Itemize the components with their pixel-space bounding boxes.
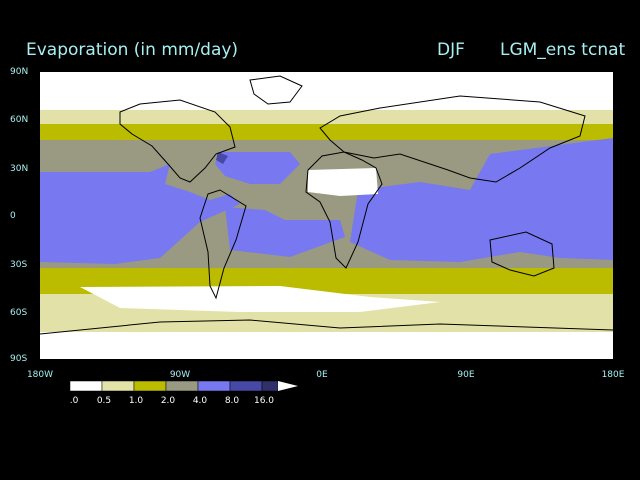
lat-label-60n: 60N — [10, 115, 29, 125]
cb-label-2: 1.0 — [128, 396, 144, 406]
lon-label-0e: 0E — [316, 370, 328, 380]
lat-label-30s: 30S — [10, 260, 28, 270]
coastlines — [40, 75, 613, 335]
indo-pacific-blue-region — [350, 138, 613, 262]
arctic-white — [40, 72, 613, 102]
gulf-stream-high-cell — [216, 152, 228, 164]
map-title: Evaporation (in mm/day) — [26, 40, 239, 60]
eurasia-outline — [319, 95, 586, 183]
antarctica-outline — [40, 319, 613, 335]
lon-label-90e: 90E — [457, 370, 475, 380]
season-label: DJF — [437, 40, 465, 60]
lon-label-180e: 180E — [601, 370, 625, 380]
cb-label-4: 4.0 — [192, 396, 208, 406]
cb-label-5: 8.0 — [224, 396, 240, 406]
cb-swatch-0 — [70, 380, 103, 392]
southern-ocean-white — [80, 286, 440, 312]
cb-label-3: 2.0 — [160, 396, 176, 406]
cb-label-0: .0 — [69, 396, 79, 406]
south-america-outline — [199, 189, 247, 300]
lat-label-0: 0 — [10, 211, 16, 221]
lat-label-90s: 90S — [10, 354, 28, 364]
sahara-white — [308, 168, 378, 196]
lat-label-90n: 90N — [10, 67, 29, 77]
colorbar — [70, 380, 298, 392]
lat-label-30n: 30N — [10, 164, 29, 174]
cb-label-6: 16.0 — [253, 396, 275, 406]
evaporation-map — [40, 72, 613, 359]
lon-label-90w: 90W — [169, 370, 191, 380]
experiment-label: LGM_ens tcnat — [500, 40, 626, 60]
cb-swatch-1 — [101, 380, 135, 392]
cb-swatch-6 — [261, 380, 279, 392]
cb-swatch-5 — [229, 380, 263, 392]
cb-swatch-2 — [133, 380, 167, 392]
cb-swatch-4 — [197, 380, 231, 392]
lon-label-180w: 180W — [26, 370, 54, 380]
cb-arrow — [278, 381, 298, 391]
cb-swatch-3 — [165, 380, 199, 392]
lat-label-60s: 60S — [10, 308, 28, 318]
greenland-outline — [249, 75, 303, 105]
cb-label-1: 0.5 — [96, 396, 112, 406]
australia-outline — [489, 231, 555, 277]
north-atlantic-blue-region — [215, 152, 300, 184]
antarctic-white — [40, 332, 613, 359]
africa-outline — [305, 151, 383, 269]
south-atlantic-blue-region — [225, 207, 345, 257]
north-america-outline — [119, 99, 236, 183]
pacific-blue-region — [40, 164, 240, 264]
